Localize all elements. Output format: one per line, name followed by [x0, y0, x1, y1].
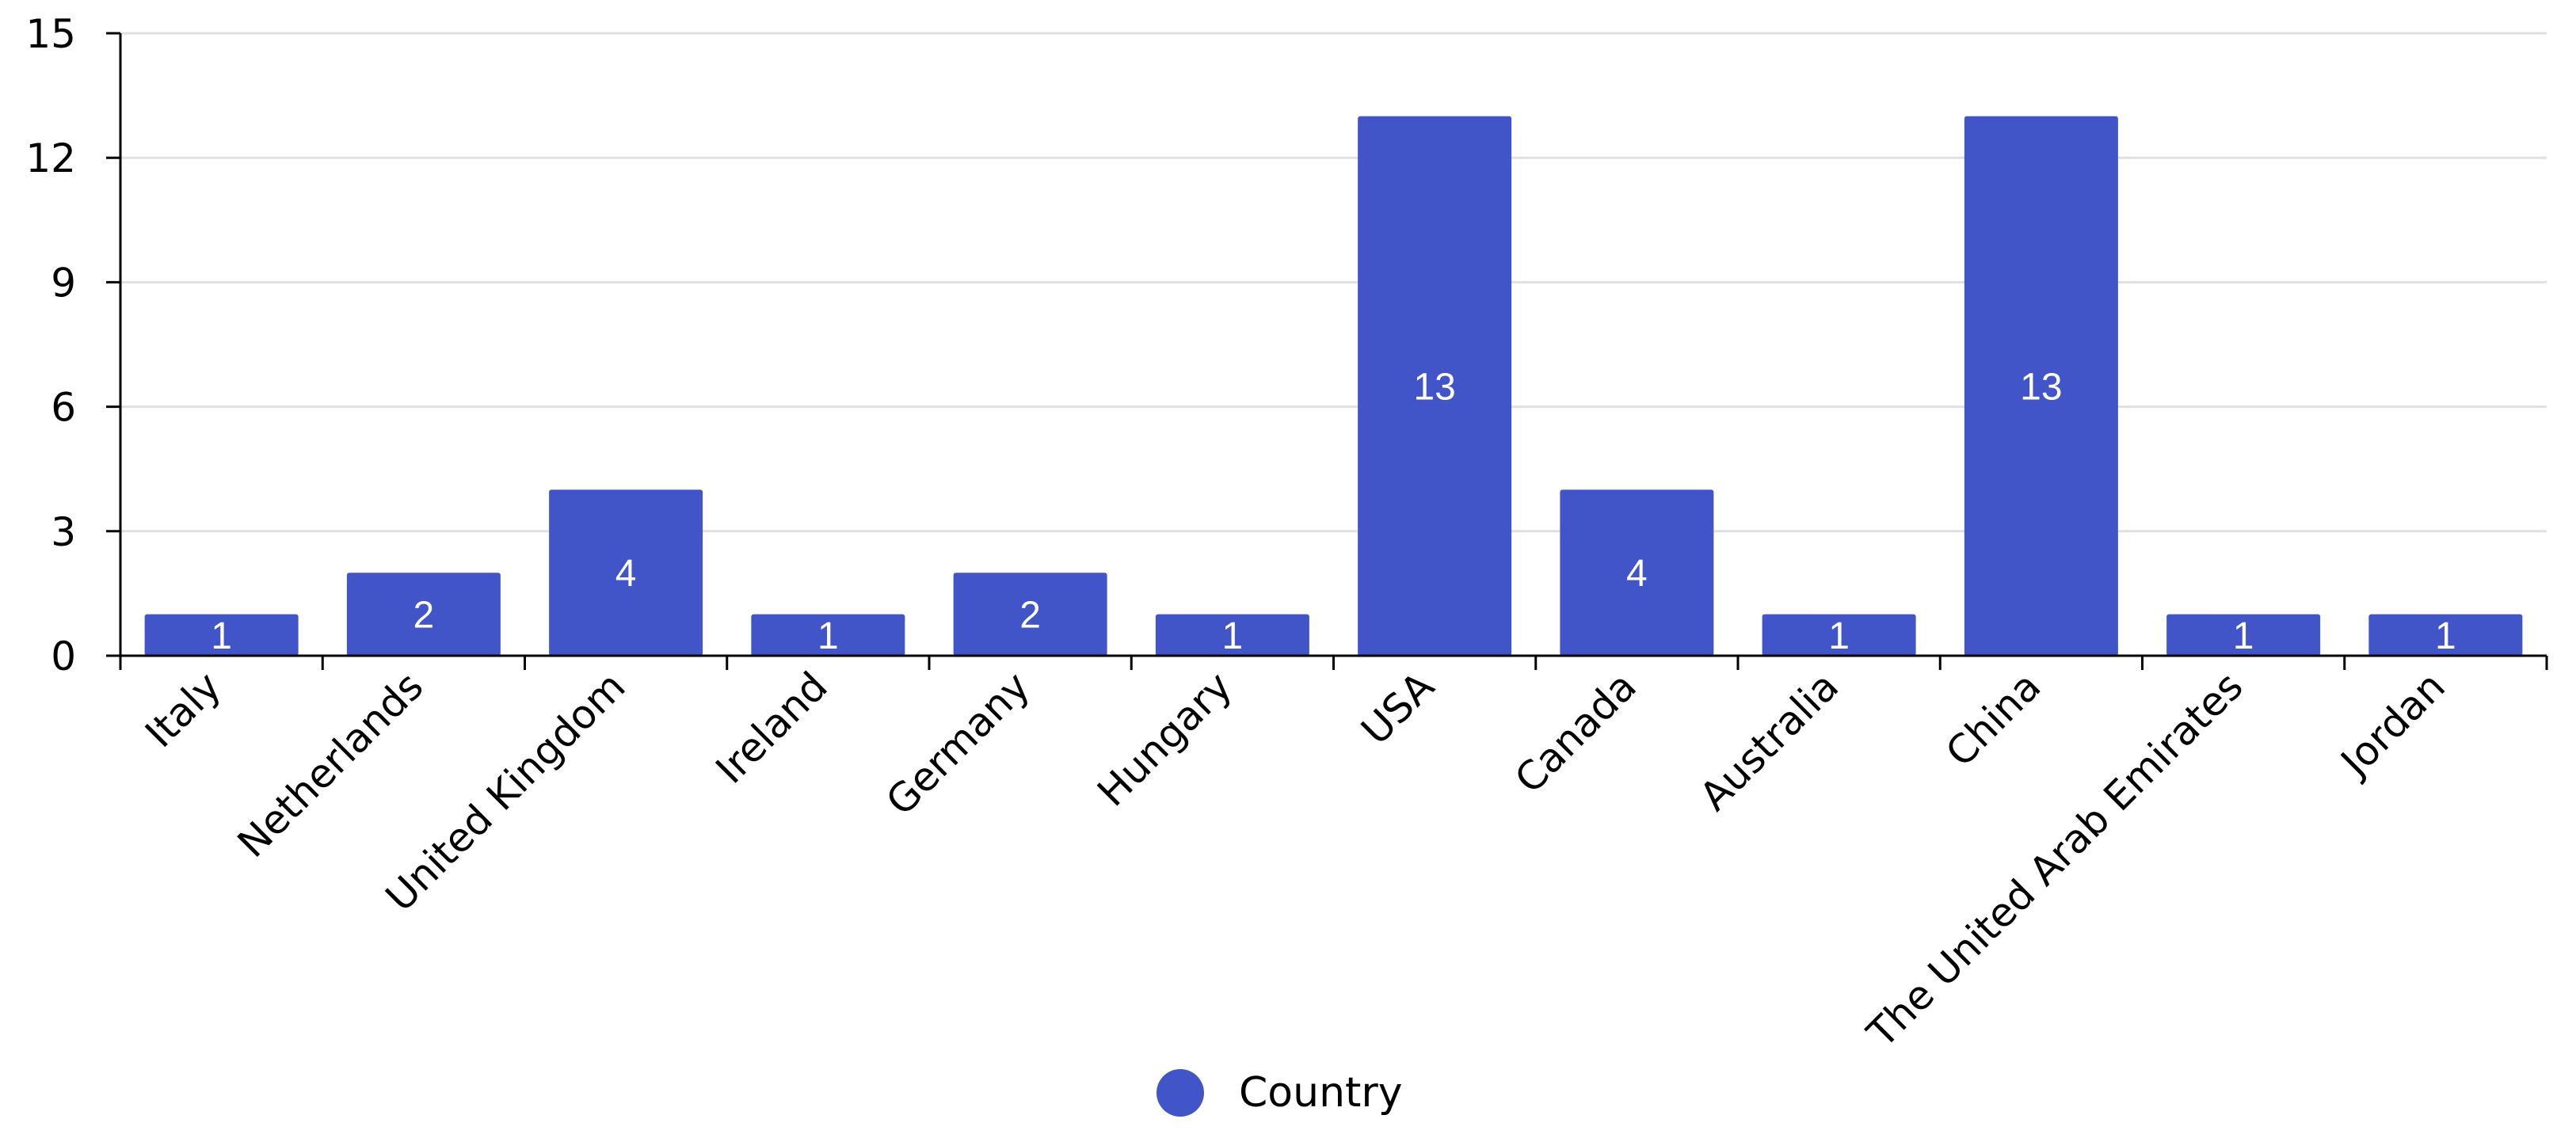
x-tick-label: USA [1352, 663, 1442, 753]
legend[interactable]: Country [1157, 1061, 1403, 1125]
x-tick-label: Ireland [707, 663, 836, 792]
data-label: 1 [1222, 615, 1244, 657]
gridlines [120, 32, 2547, 533]
data-label: 1 [817, 615, 839, 657]
data-label: 4 [1626, 553, 1648, 595]
data-label: 13 [1413, 366, 1455, 408]
bar-australia[interactable] [1762, 614, 1916, 656]
bar-netherlands[interactable] [346, 573, 501, 656]
data-label: 2 [413, 595, 435, 637]
x-tick-label: Canada [1506, 663, 1645, 802]
data-label: 1 [2233, 615, 2254, 657]
x-tick-label: Netherlands [229, 663, 433, 866]
x-tick-label: China [1937, 663, 2049, 775]
y-tick-label: 6 [51, 385, 76, 431]
bar-germany[interactable] [953, 573, 1107, 656]
y-tick-label: 0 [51, 634, 76, 679]
y-tick-label: 12 [25, 135, 76, 181]
data-label: 1 [2435, 615, 2456, 657]
bar-united-kingdom[interactable] [549, 489, 703, 656]
data-label: 2 [1019, 595, 1041, 637]
y-tick-label: 9 [51, 260, 76, 306]
bar-usa[interactable] [1358, 116, 1512, 657]
x-tick-label: Italy [136, 663, 230, 756]
bar-china[interactable] [1964, 116, 2118, 657]
bar-italy[interactable] [144, 614, 299, 656]
data-label: 13 [2020, 366, 2062, 408]
bars [144, 116, 2523, 657]
bar-the-united-arab-emirates[interactable] [2166, 614, 2321, 656]
legend-swatch-country [1157, 1069, 1204, 1117]
data-label: 1 [1828, 615, 1850, 657]
y-tick-label: 15 [25, 11, 76, 57]
axes [106, 32, 2548, 670]
data-label: 1 [211, 615, 232, 657]
legend-label-country: Country [1239, 1069, 1403, 1117]
y-tick-labels: 0 3 6 9 12 15 [25, 11, 76, 679]
x-tick-label: Australia [1691, 663, 1847, 819]
data-labels: 1 2 4 1 2 1 13 4 1 13 1 1 [211, 366, 2456, 657]
x-tick-label: Hungary [1088, 663, 1240, 815]
data-label: 4 [615, 553, 637, 595]
x-tick-label: Germany [878, 663, 1039, 824]
x-tick-label: Jordan [2330, 663, 2454, 786]
bar-canada[interactable] [1560, 489, 1714, 656]
bar-ireland[interactable] [751, 614, 905, 656]
bar-hungary[interactable] [1155, 614, 1309, 656]
bar-jordan[interactable] [2368, 614, 2523, 656]
x-tick-label: The United Arab Emirates [1858, 663, 2252, 1056]
y-tick-label: 3 [51, 509, 76, 555]
